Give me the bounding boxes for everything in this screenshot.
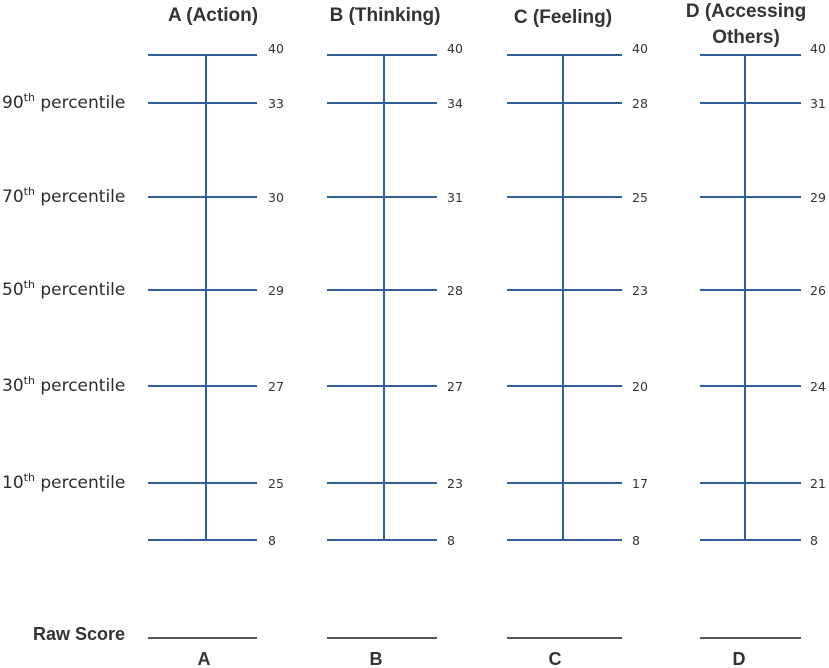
percentile-word: percentile	[35, 473, 125, 493]
percentile-number: 70	[2, 187, 24, 207]
percentile-superscript: th	[24, 91, 35, 104]
column-a-title: A (Action)	[168, 5, 258, 26]
column-d-tick-value: 29	[810, 190, 826, 205]
column-b-tick-value: 28	[447, 283, 463, 298]
column-b-tick-value: 34	[447, 96, 463, 111]
column-b-tick-value: 27	[447, 379, 463, 394]
column-c-tick-value: 8	[632, 533, 640, 548]
column-c-tick-value: 25	[632, 190, 648, 205]
percentile-label: 10th percentile	[2, 471, 125, 493]
percentile-label: 30th percentile	[2, 374, 125, 396]
column-a-tick-value: 8	[268, 533, 276, 548]
percentile-word: percentile	[35, 280, 125, 300]
column-d-title: D (Accessing	[686, 1, 806, 22]
column-a-tick-value: 29	[268, 283, 284, 298]
column-c-letter: C	[549, 649, 562, 668]
column-a-tick-value: 40	[268, 41, 284, 56]
column-a-tick-value: 25	[268, 476, 284, 491]
column-b-tick-value: 8	[447, 533, 455, 548]
percentile-superscript: th	[24, 471, 35, 484]
percentile-number: 50	[2, 280, 24, 300]
percentile-superscript: th	[24, 185, 35, 198]
column-d-letter: D	[733, 649, 746, 668]
column-a-tick-value: 30	[268, 190, 284, 205]
percentile-label: 70th percentile	[2, 185, 125, 207]
column-b-tick-value: 23	[447, 476, 463, 491]
percentile-number: 90	[2, 93, 24, 113]
column-b-title: B (Thinking)	[330, 5, 441, 26]
column-c-tick-value: 17	[632, 476, 648, 491]
percentile-word: percentile	[35, 376, 125, 396]
column-d-tick-value: 24	[810, 379, 826, 394]
column-c-title: C (Feeling)	[514, 7, 612, 28]
percentile-number: 30	[2, 376, 24, 396]
column-a-tick-value: 27	[268, 379, 284, 394]
column-c-tick-value: 20	[632, 379, 648, 394]
percentile-superscript: th	[24, 374, 35, 387]
column-a-tick-value: 33	[268, 96, 284, 111]
column-d-title: Others)	[712, 27, 780, 48]
percentile-word: percentile	[35, 187, 125, 207]
column-b-tick-value: 31	[447, 190, 463, 205]
column-b-tick-value: 40	[447, 41, 463, 56]
raw-score-label: Raw Score	[33, 624, 125, 644]
column-c-tick-value: 28	[632, 96, 648, 111]
percentile-label: 90th percentile	[2, 91, 125, 113]
column-a-letter: A	[198, 649, 211, 668]
column-d-tick-value: 8	[810, 533, 818, 548]
column-c-tick-value: 23	[632, 283, 648, 298]
column-d-tick-value: 40	[810, 41, 826, 56]
column-d-tick-value: 31	[810, 96, 826, 111]
percentile-word: percentile	[35, 93, 125, 113]
percentile-superscript: th	[24, 278, 35, 291]
column-c-tick-value: 40	[632, 41, 648, 56]
column-d-tick-value: 26	[810, 283, 826, 298]
column-d-tick-value: 21	[810, 476, 826, 491]
percentile-label: 50th percentile	[2, 278, 125, 300]
column-b-letter: B	[370, 649, 383, 668]
percentile-number: 10	[2, 473, 24, 493]
